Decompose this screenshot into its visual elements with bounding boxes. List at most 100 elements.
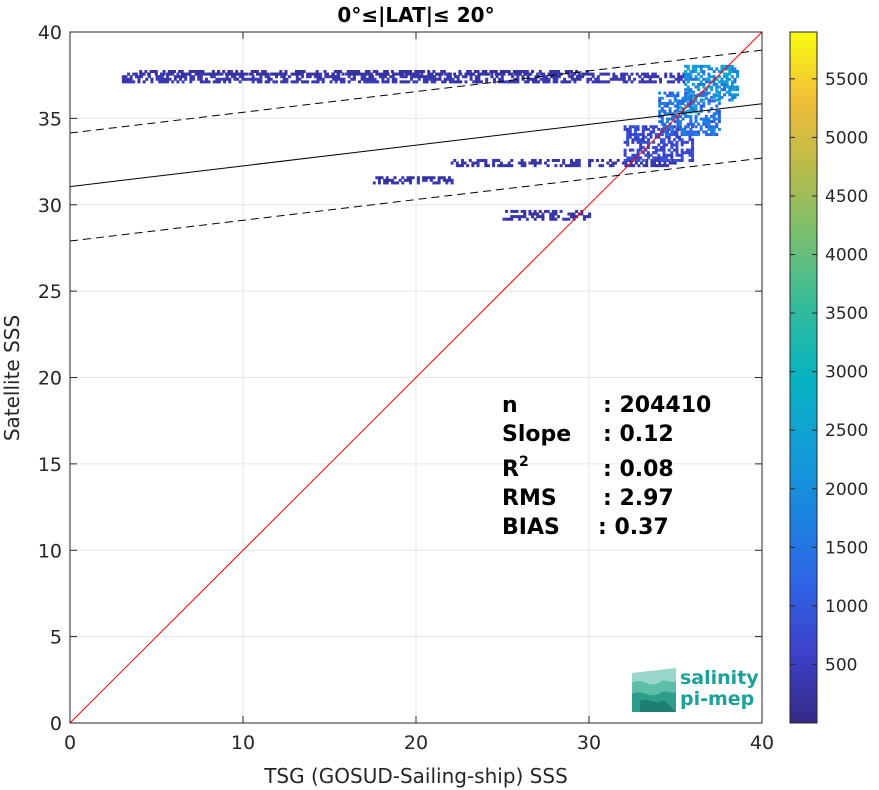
density-cell [723, 85, 727, 89]
density-cell [694, 117, 698, 121]
density-cell [534, 77, 538, 81]
density-cell [686, 90, 690, 94]
density-cell [357, 72, 361, 76]
density-cell [194, 72, 198, 76]
density-cell [159, 72, 163, 76]
density-cell [160, 77, 164, 81]
density-cell [416, 181, 420, 185]
density-cell [560, 80, 564, 84]
density-cell [697, 77, 701, 81]
density-cell [684, 130, 688, 134]
density-cell [694, 70, 698, 73]
density-cell [730, 75, 734, 79]
density-cell [626, 130, 630, 134]
density-cell [411, 176, 415, 180]
density-cell [569, 161, 573, 165]
density-cell [254, 77, 258, 81]
density-cell [680, 156, 684, 160]
density-cell [624, 161, 628, 165]
density-cell [636, 148, 640, 152]
density-cell [616, 158, 620, 162]
density-cell [555, 77, 559, 81]
density-cell [334, 75, 338, 79]
density-cell [609, 77, 613, 81]
density-cell [448, 176, 451, 180]
density-cell [554, 164, 558, 168]
density-cell [667, 140, 671, 144]
density-cell [332, 77, 336, 81]
density-cell [651, 72, 655, 76]
density-cell [702, 85, 706, 89]
density-cell [404, 72, 408, 76]
density-cell [626, 158, 630, 162]
density-cell [141, 72, 145, 76]
density-cell [694, 133, 698, 137]
density-cell [386, 80, 390, 84]
density-cell [671, 114, 675, 118]
density-cell [316, 77, 320, 81]
density-cell [433, 80, 437, 84]
density-cell [653, 75, 657, 79]
density-cell [458, 72, 462, 76]
density-cell [641, 125, 645, 129]
density-cell [658, 120, 662, 124]
density-cell [699, 70, 703, 73]
density-cell [681, 133, 685, 137]
density-cell [680, 153, 684, 157]
colorbar-tick-label: 4000 [825, 246, 868, 266]
density-cell [391, 80, 395, 84]
density-cell [628, 133, 632, 137]
density-cell [282, 75, 286, 79]
density-cell [339, 70, 343, 73]
density-cell [180, 72, 184, 76]
density-cell [640, 77, 644, 81]
density-cell [235, 70, 239, 73]
density-cell [499, 72, 503, 76]
density-cell [659, 77, 663, 81]
density-cell [659, 146, 663, 150]
density-cell [341, 72, 345, 76]
density-cell [354, 70, 358, 73]
density-cell [663, 112, 667, 116]
density-cell [676, 122, 680, 126]
density-cell [233, 77, 237, 81]
density-cell [681, 99, 685, 103]
density-cell [675, 158, 679, 162]
density-cell [132, 72, 136, 76]
density-cell [728, 98, 732, 102]
density-cell [485, 77, 489, 81]
density-cell [697, 130, 701, 134]
density-cell [359, 72, 363, 76]
density-cell [199, 72, 203, 76]
density-cell [644, 135, 648, 139]
density-cell [227, 70, 231, 73]
density-cell [644, 127, 648, 131]
density-cell [582, 72, 586, 76]
density-cell [694, 108, 698, 112]
density-cell [516, 80, 520, 84]
density-cell [607, 80, 611, 84]
density-cell [601, 158, 605, 162]
density-cell [388, 178, 392, 182]
density-cell [658, 161, 662, 165]
density-cell [409, 70, 413, 73]
density-cell [585, 72, 589, 76]
density-cell [665, 143, 669, 147]
density-cell [150, 77, 154, 81]
density-cell [667, 153, 671, 157]
density-cell [627, 75, 631, 79]
density-cell [197, 77, 201, 81]
density-cell [533, 161, 537, 165]
density-cell [333, 70, 337, 73]
density-cell [672, 125, 676, 129]
density-cell [547, 72, 551, 76]
density-cell [377, 178, 381, 182]
density-cell [599, 72, 603, 76]
density-cell [691, 105, 695, 109]
density-cell [396, 72, 400, 76]
density-cell [733, 67, 737, 71]
density-cell [446, 75, 450, 79]
density-cell [507, 164, 511, 168]
density-cell [684, 82, 688, 86]
density-cell [477, 77, 481, 81]
